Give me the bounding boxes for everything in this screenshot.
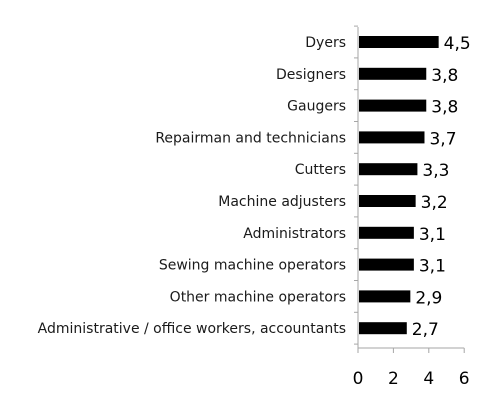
x-tick-label: 4 <box>423 369 434 389</box>
axis-layer: 0 2 4 6 <box>353 25 470 389</box>
category-label: Dyers <box>305 35 346 51</box>
bar <box>359 290 411 303</box>
data-label: 4,5 <box>444 34 471 54</box>
bar <box>359 36 439 48</box>
data-label: 2,9 <box>415 288 442 308</box>
bar <box>359 163 418 176</box>
bar <box>359 322 407 335</box>
x-tick-label: 2 <box>388 369 399 389</box>
bar <box>359 258 414 271</box>
category-label: Designers <box>276 67 346 83</box>
bar <box>359 99 427 112</box>
data-label: 3,1 <box>419 225 446 245</box>
x-tick-label: 6 <box>459 369 470 389</box>
category-label: Gaugers <box>287 99 346 115</box>
category-label: Sewing machine operators <box>159 258 346 274</box>
category-label: Repairman and technicians <box>155 130 346 146</box>
data-label: 3,1 <box>419 257 446 277</box>
data-label: 3,8 <box>431 98 458 118</box>
category-label: Other machine operators <box>170 289 346 305</box>
value-labels-layer: 4,5 3,8 3,8 3,7 3,3 3,2 3,1 3,1 2,9 2,7 <box>412 34 471 340</box>
bar <box>359 131 425 144</box>
category-label: Machine adjusters <box>218 194 346 210</box>
x-tick-label: 0 <box>353 369 364 389</box>
bar <box>359 195 416 207</box>
data-label: 3,8 <box>431 66 458 86</box>
data-label: 2,7 <box>412 320 439 340</box>
category-label: Cutters <box>295 162 346 178</box>
data-label: 3,7 <box>429 129 456 149</box>
bars-layer <box>359 36 439 335</box>
category-labels-layer: Dyers Designers Gaugers Repairman and techn… <box>38 35 346 337</box>
bar <box>359 226 414 239</box>
data-label: 3,2 <box>421 193 448 213</box>
category-label: Administrative / office workers, account… <box>38 321 346 337</box>
category-label: Administrators <box>243 226 346 242</box>
data-label: 3,3 <box>422 161 449 181</box>
bar <box>359 67 427 80</box>
